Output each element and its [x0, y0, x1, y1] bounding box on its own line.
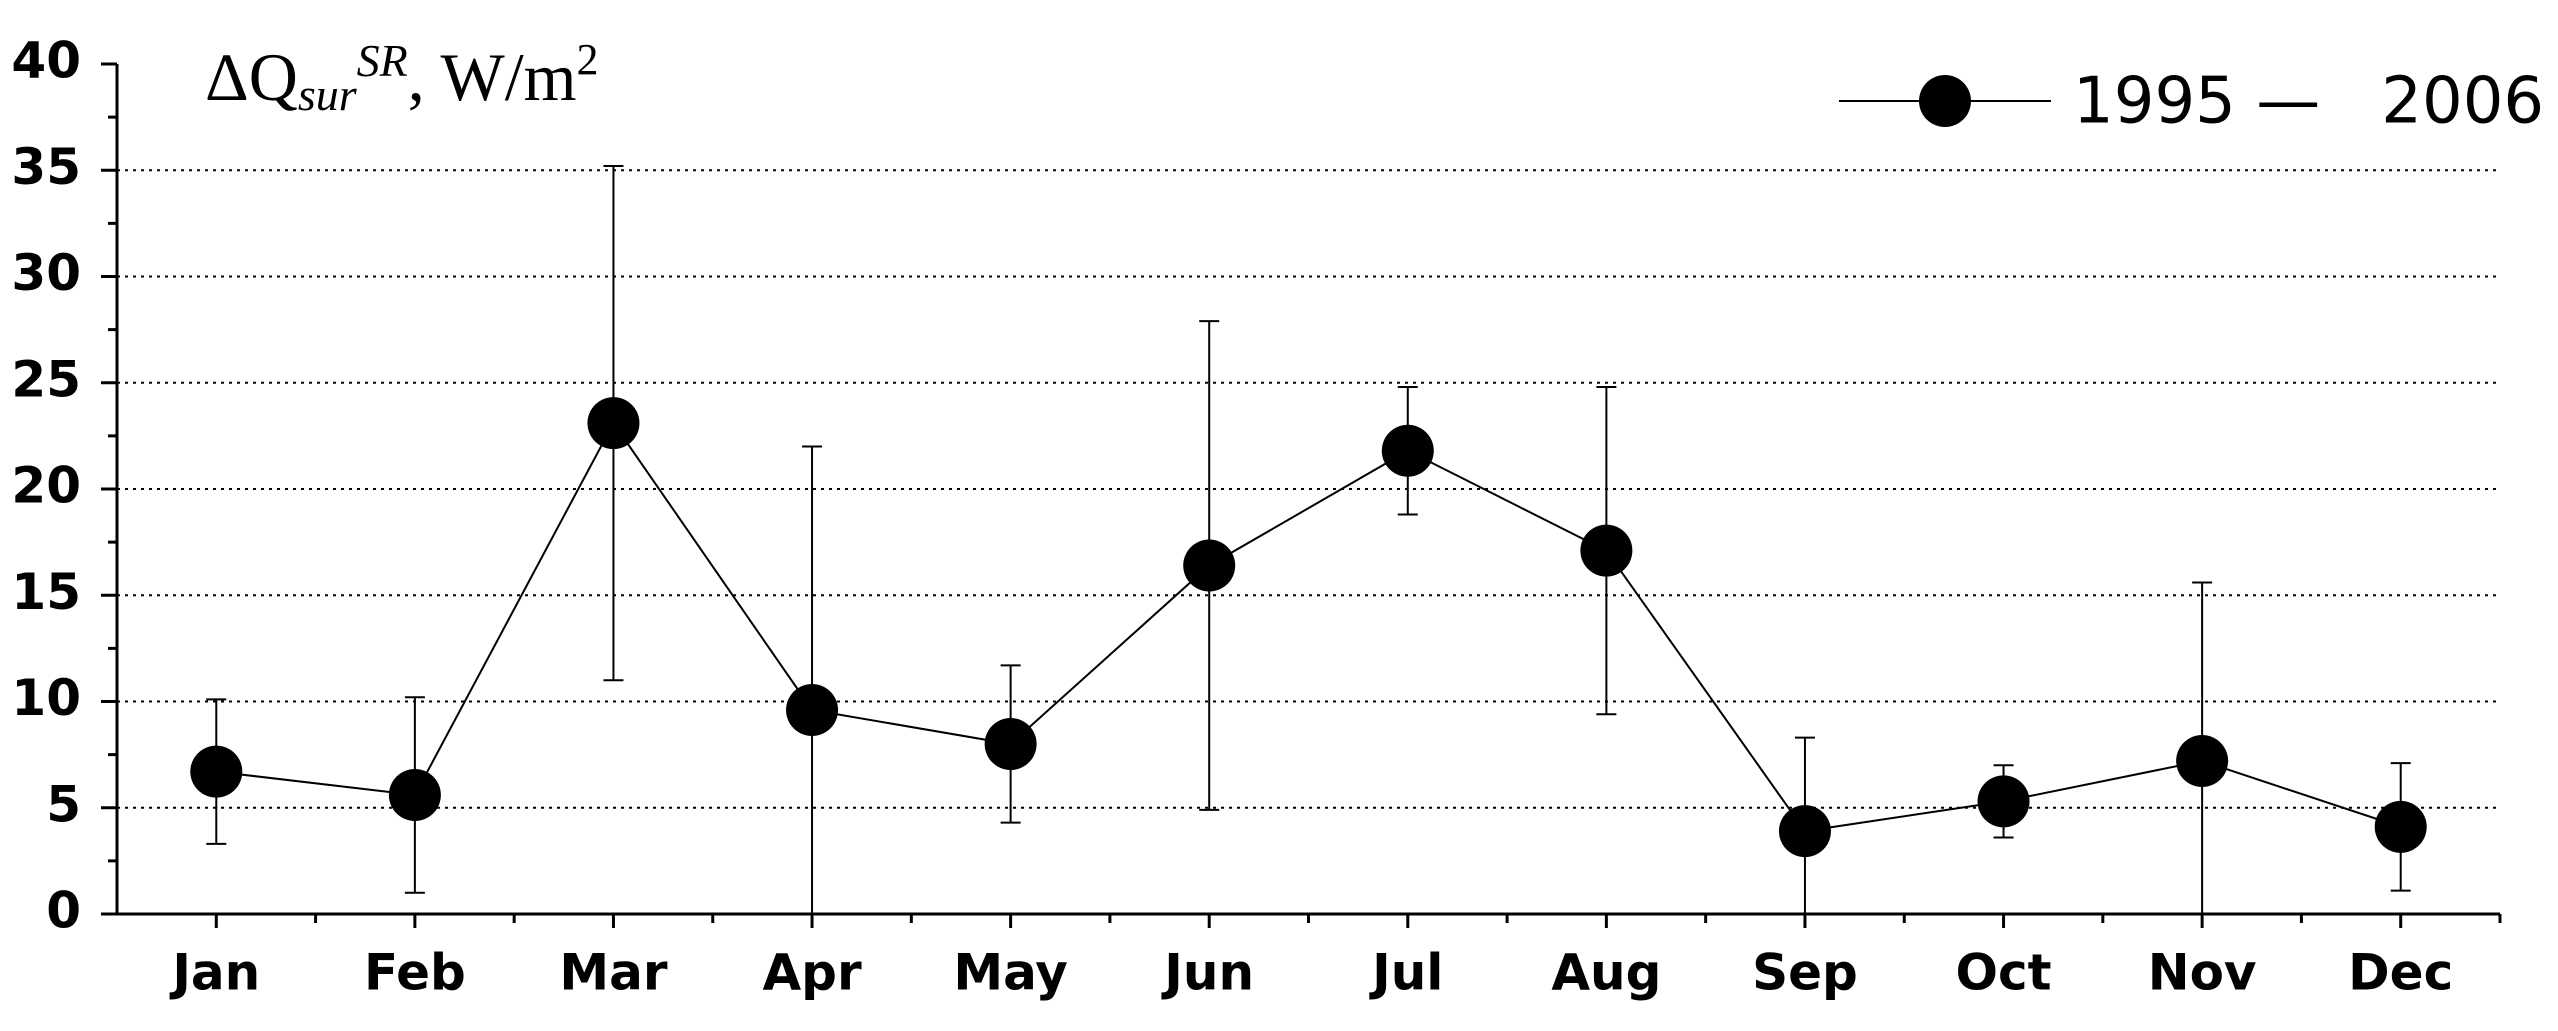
chart-title: ΔQsurSR, W/m2	[205, 35, 599, 120]
x-tick-label: Oct	[1956, 944, 2052, 1002]
data-point	[1580, 524, 1633, 577]
data-point	[1778, 805, 1831, 858]
legend-label: 1995 — 2006	[2073, 65, 2544, 139]
y-tick-label: 35	[11, 138, 81, 196]
x-tick-label: Aug	[1551, 944, 1661, 1002]
x-tick-label: Apr	[762, 944, 861, 1002]
y-tick-label: 10	[11, 669, 81, 727]
x-tick-label: Jan	[169, 944, 260, 1002]
data-point	[1381, 424, 1434, 477]
title-part: 2	[577, 35, 599, 84]
legend-marker	[1919, 75, 1971, 127]
title-part: ΔQ	[205, 39, 298, 115]
y-tick-label: 15	[11, 563, 81, 621]
y-tick-label: 40	[11, 32, 81, 90]
x-tick-label: Dec	[2348, 944, 2453, 1002]
x-tick-label: Sep	[1752, 944, 1858, 1002]
title-part: , W/m	[408, 39, 577, 115]
data-point	[2374, 800, 2427, 853]
y-tick-label: 0	[46, 882, 81, 940]
data-point	[1183, 539, 1236, 592]
series	[190, 165, 2427, 914]
x-tick-label: Jun	[1161, 944, 1254, 1002]
data-point	[1977, 775, 2030, 828]
title-part: SR	[357, 35, 408, 86]
x-tick-label: Mar	[559, 944, 667, 1002]
y-tick-label: 25	[11, 350, 81, 408]
data-point	[388, 769, 441, 821]
x-tick-label: May	[953, 944, 1068, 1002]
title-part: sur	[298, 69, 358, 120]
y-tick-label: 30	[11, 244, 81, 302]
series-line	[216, 421, 2402, 833]
data-point	[984, 718, 1037, 770]
y-tick-label: 20	[11, 457, 81, 515]
x-tick-label: Jul	[1369, 944, 1443, 1002]
x-tick-label: Nov	[2148, 944, 2257, 1002]
data-point	[587, 397, 640, 450]
y-tick-label: 5	[46, 775, 81, 833]
data-point	[786, 684, 839, 736]
data-point	[190, 745, 243, 798]
data-point	[2176, 735, 2229, 787]
x-tick-label: Feb	[364, 944, 466, 1002]
